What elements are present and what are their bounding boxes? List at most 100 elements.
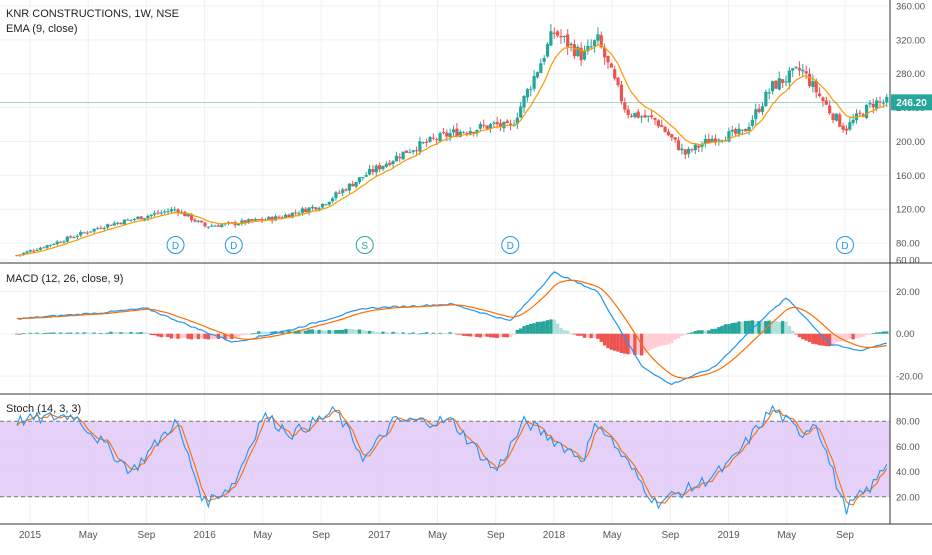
macd-histogram-bar	[609, 333, 614, 350]
macd-histogram-bar	[152, 333, 157, 336]
candle-body	[378, 165, 382, 170]
candle-body	[351, 183, 355, 187]
macd-histogram-bar	[495, 333, 499, 338]
price-y-tick-label: 320.00	[896, 35, 925, 46]
macd-histogram-bar	[300, 330, 305, 334]
candle-body	[89, 231, 93, 233]
macd-histogram-bar	[173, 333, 177, 339]
macd-histogram-bar	[629, 333, 634, 354]
event-marker[interactable]	[355, 236, 374, 254]
macd-histogram-bar	[482, 333, 486, 337]
candle-body	[525, 89, 529, 98]
macd-histogram-bar	[784, 321, 788, 334]
event-marker[interactable]	[166, 236, 185, 254]
macd-histogram-bar	[340, 329, 345, 334]
candle-body	[804, 71, 808, 74]
macd-histogram-bar	[233, 333, 237, 338]
macd-histogram-bar	[136, 332, 140, 334]
macd-histogram-bar	[377, 332, 382, 334]
candle-body	[683, 149, 687, 155]
candle-body	[727, 131, 731, 142]
event-marker-label: D	[230, 241, 237, 252]
candle-body	[619, 84, 624, 102]
x-tick-label: 2019	[717, 530, 740, 541]
event-marker[interactable]	[224, 236, 243, 254]
macd-histogram-bar	[206, 333, 211, 340]
macd-histogram-bar	[696, 330, 701, 334]
macd-histogram-bar	[401, 332, 405, 334]
macd-histogram-bar	[680, 333, 684, 337]
macd-histogram-bar	[169, 333, 174, 339]
candle-body	[257, 219, 261, 221]
macd-histogram-bar	[267, 331, 271, 334]
candle-body	[552, 32, 556, 34]
candle-body	[196, 220, 200, 222]
macd-histogram-bar	[508, 333, 513, 337]
macd-histogram-bar	[320, 330, 325, 334]
macd-histogram-bar	[834, 333, 839, 343]
candle-body	[203, 222, 207, 227]
candle-body	[391, 161, 395, 165]
candle-body	[747, 126, 751, 131]
candle-body	[388, 162, 392, 165]
candle-body	[112, 223, 116, 226]
macd-histogram-bar	[488, 333, 493, 338]
event-marker[interactable]	[836, 236, 854, 254]
candle-body	[720, 140, 724, 142]
candle-body	[122, 219, 126, 225]
stoch-pane	[16, 404, 888, 515]
macd-histogram-bar	[398, 333, 402, 335]
candle-body	[707, 138, 711, 143]
candle-body	[156, 212, 160, 214]
macd-histogram-bar	[324, 330, 328, 334]
candle-body	[448, 133, 452, 138]
macd-histogram-bar	[579, 333, 583, 336]
candle-body	[660, 125, 664, 128]
stoch-y-tick-label: 20.00	[896, 492, 920, 503]
candle-body	[304, 208, 308, 213]
x-tick-label: Sep	[138, 530, 156, 541]
macd-histogram-bar	[179, 333, 184, 339]
macd-histogram-bar	[817, 333, 822, 346]
candle-body	[461, 132, 466, 134]
candle-body	[690, 149, 694, 151]
macd-histogram-bar	[52, 332, 56, 334]
candle-body	[653, 117, 657, 120]
macd-histogram-bar	[327, 330, 331, 334]
candle-body	[371, 169, 375, 173]
candle-body	[213, 225, 217, 227]
candle-body	[465, 133, 469, 135]
candle-body	[381, 165, 385, 170]
x-tick-label: Sep	[836, 530, 854, 541]
candle-body	[247, 219, 251, 224]
macd-histogram-bar	[35, 332, 39, 334]
macd-histogram-bar	[653, 333, 657, 349]
macd-histogram-bar	[314, 330, 318, 334]
candle-body	[129, 219, 133, 221]
macd-histogram-bar	[811, 333, 815, 344]
candle-body	[549, 31, 553, 46]
candle-body	[277, 216, 281, 218]
macd-signal-line	[16, 279, 887, 379]
macd-histogram-bar	[448, 332, 452, 334]
candle-body	[38, 247, 43, 250]
x-tick-label: May	[253, 530, 272, 541]
candle-body	[821, 97, 825, 102]
candle-body	[737, 128, 741, 134]
candle-body	[401, 151, 405, 160]
price-y-tick-label: 280.00	[896, 69, 925, 80]
event-marker[interactable]	[501, 236, 520, 254]
candle-body	[404, 150, 409, 153]
stoch-d-line	[16, 409, 888, 506]
candle-body	[314, 207, 318, 210]
macd-histogram-bar	[670, 333, 674, 344]
candle-body	[324, 204, 328, 206]
candle-body	[478, 124, 482, 129]
candle-body	[885, 96, 889, 103]
price-y-tick-label: 120.00	[896, 205, 925, 216]
candle-body	[485, 125, 489, 129]
macd-histogram-bar	[89, 333, 93, 335]
macd-histogram-bar	[851, 333, 855, 340]
macd-histogram-bar	[690, 332, 694, 334]
